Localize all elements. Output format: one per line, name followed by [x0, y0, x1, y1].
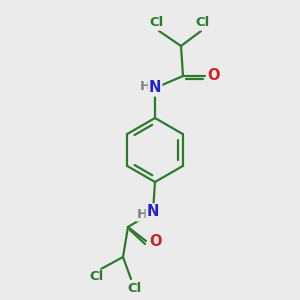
Text: Cl: Cl [196, 16, 210, 29]
Text: H: H [136, 208, 148, 220]
Text: O: O [208, 68, 220, 83]
Text: Cl: Cl [150, 16, 164, 29]
Text: N: N [149, 80, 161, 95]
Text: H: H [140, 80, 151, 92]
Text: Cl: Cl [128, 283, 142, 296]
Text: Cl: Cl [90, 271, 104, 284]
Text: O: O [150, 235, 162, 250]
Text: N: N [147, 205, 159, 220]
